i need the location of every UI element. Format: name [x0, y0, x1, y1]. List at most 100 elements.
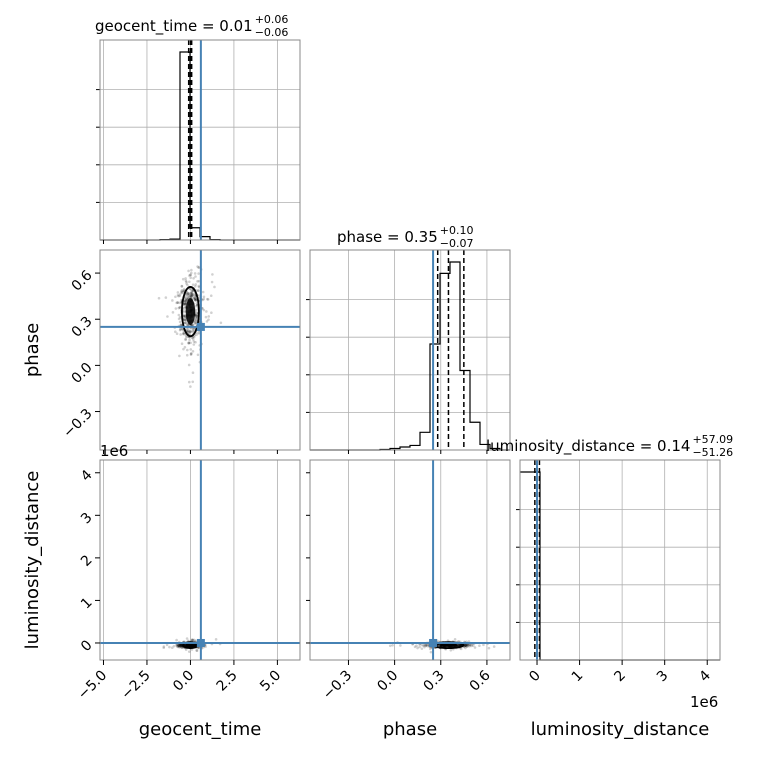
scatter-point	[191, 371, 195, 375]
scatter-point	[194, 308, 198, 312]
scatter-point	[182, 315, 186, 318]
scatter-point	[195, 649, 198, 652]
scatter-point	[197, 284, 201, 288]
scatter-point	[177, 644, 180, 647]
scatter-point	[428, 647, 432, 651]
scatter-point	[184, 337, 187, 341]
scatter-point	[179, 644, 183, 648]
scatter-point	[465, 643, 469, 647]
scatter-point	[449, 648, 453, 652]
scatter-point	[178, 320, 182, 324]
scatter-point	[186, 292, 190, 295]
scatter-point	[192, 297, 196, 300]
scatter-point	[194, 297, 197, 301]
scatter-point	[178, 644, 182, 647]
scatter-point	[183, 302, 186, 305]
scatter-point	[191, 338, 195, 341]
scatter-point	[179, 644, 182, 648]
scatter-point	[191, 638, 195, 642]
scatter-point	[214, 638, 218, 641]
hist-panel-phase	[306, 249, 511, 451]
scatter-point	[174, 295, 177, 299]
scatter-point	[189, 273, 192, 277]
scatter-point	[429, 650, 433, 654]
scatter-point	[197, 289, 200, 292]
scatter-point	[194, 321, 197, 325]
scatter-point	[422, 644, 425, 648]
scatter-point	[189, 291, 193, 295]
scatter-point	[197, 646, 201, 650]
panel-frame	[309, 249, 511, 451]
scatter-point	[187, 341, 191, 345]
scatter-point	[179, 644, 183, 647]
scatter-points	[388, 638, 496, 654]
scatter-point	[189, 294, 192, 297]
scatter-point	[192, 296, 196, 300]
scatter-point	[206, 298, 210, 301]
scatter-point	[183, 315, 186, 319]
scatter-point	[184, 277, 187, 280]
x-tick-label: 0.6	[467, 667, 494, 694]
scatter-point	[157, 296, 161, 300]
scatter-point	[468, 643, 472, 647]
scatter-point	[195, 316, 198, 320]
scatter-point	[210, 280, 214, 284]
x-tick-label: −2.5	[118, 668, 153, 703]
scatter-point	[420, 647, 424, 650]
scatter-point	[180, 644, 183, 648]
scatter-point	[189, 348, 193, 351]
scatter-point	[425, 644, 429, 648]
panel-frame	[309, 459, 511, 661]
scatter-point	[487, 646, 491, 650]
scatter-point	[191, 289, 195, 292]
scatter-point	[388, 644, 392, 648]
title-upper-error: +57.09	[692, 433, 733, 446]
scatter-point	[179, 643, 183, 647]
scatter-point	[213, 285, 216, 289]
scatter-point	[190, 292, 193, 295]
scatter-point	[182, 287, 186, 291]
scatter-point	[189, 330, 193, 334]
scatter-point	[170, 646, 174, 650]
scatter-point	[456, 643, 460, 647]
scatter-point	[196, 289, 200, 292]
scatter-point	[194, 283, 198, 286]
scatter-point	[184, 299, 188, 303]
scatter-point	[187, 269, 190, 273]
y-tick-label: 0.6	[69, 267, 96, 294]
scatter-point	[180, 646, 183, 649]
density-core	[185, 298, 196, 326]
scatter-point	[185, 296, 188, 300]
panel-frame	[99, 249, 301, 451]
contour	[181, 286, 200, 338]
histogram-phase	[310, 261, 510, 451]
scatter-point	[186, 293, 190, 296]
scatter-point	[189, 385, 192, 388]
scatter-point	[187, 363, 191, 367]
scatter-point	[166, 315, 169, 318]
scatter-point	[181, 291, 184, 294]
x-tick-label: −5.0	[75, 668, 110, 703]
scatter-point	[177, 317, 181, 321]
scatter-point	[195, 314, 199, 318]
scatter-point	[465, 645, 469, 648]
scatter-point	[182, 314, 186, 318]
scatter-point	[192, 276, 195, 280]
x-tick-label: 1	[569, 668, 587, 686]
scatter-point	[179, 328, 182, 331]
scatter-point	[413, 645, 417, 649]
scatter-point	[482, 643, 485, 647]
truth-marker	[196, 322, 205, 331]
scatter-point	[185, 353, 189, 357]
y-multiplier: 1e6	[100, 442, 128, 460]
scatter-point	[184, 302, 187, 306]
scatter-point	[176, 645, 179, 648]
scatter-point	[197, 266, 200, 269]
scatter-point	[189, 353, 193, 357]
scatter-point	[179, 292, 182, 296]
scatter-point	[182, 303, 186, 306]
scatter-point	[201, 290, 205, 294]
scatter-point	[196, 331, 200, 335]
scatter-point	[204, 315, 208, 319]
